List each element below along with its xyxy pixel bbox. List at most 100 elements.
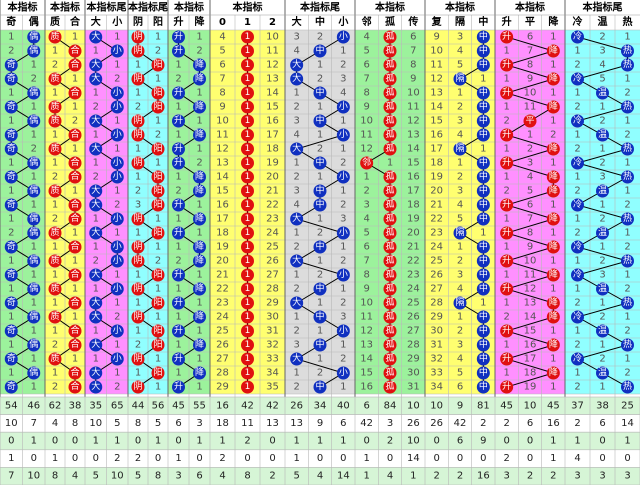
miss-count: 1 [196,88,202,99]
miss-count: 1 [8,116,14,127]
miss-count: 1 [363,172,369,183]
hit-ball [151,324,165,338]
hit-label: 小 [339,325,348,336]
miss-count: 3 [293,186,299,197]
hit-label: 孤 [385,142,394,154]
hit-label: 升 [502,31,511,42]
hit-label: 升 [174,353,183,364]
miss-count: 1 [340,46,346,57]
footer-stat: 45 [500,400,513,411]
footer-stat: 2 [269,471,275,482]
miss-count: 21 [407,242,420,253]
footer-stat: 14 [621,418,634,429]
footer-stat: 0 [196,453,202,464]
miss-count: 2 [624,88,630,99]
miss-count: 24 [216,312,229,323]
footer-stat: 4 [574,453,580,464]
miss-count: 2 [599,158,605,169]
hit-ball [27,310,41,324]
hit-label: 中 [479,338,488,350]
hit-label: 中 [315,338,324,350]
hit-label: 大 [292,142,301,154]
footer-stat: 1 [8,453,14,464]
hit-ball [241,30,254,44]
footer-stat: 38 [69,400,82,411]
hit-label: 孤 [385,254,394,266]
miss-count: 1 [175,60,181,71]
hit-ball [4,72,18,86]
hit-label: 升 [174,269,183,280]
miss-count: 1 [93,326,99,337]
hit-ball [241,72,254,86]
hit-ball [4,100,18,114]
hit-label: 奇 [7,170,16,182]
hit-ball [241,86,254,100]
hit-ball [383,366,397,380]
miss-count: 2 [175,186,181,197]
miss-count: 2 [503,116,509,127]
miss-count: 2 [293,172,299,183]
hit-label: 升 [502,381,511,392]
hit-label: 1 [245,326,251,336]
hit-ball [476,128,490,142]
footer-stat: 81 [477,400,490,411]
hit-label: 降 [549,310,558,322]
hit-label: 升 [174,115,183,126]
hit-ball [110,212,124,226]
hit-ball [131,352,145,366]
hit-ball [4,380,18,394]
hit-ball [290,254,304,268]
miss-count: 1 [31,60,37,71]
miss-count: 1 [114,340,120,351]
footer-stat: 2 [550,471,556,482]
hit-label: 降 [549,44,558,56]
footer-stat: 5 [155,418,161,429]
hit-ball [68,128,82,142]
hit-label: 小 [113,213,122,224]
hit-label: 1 [245,242,251,252]
miss-count: 2 [599,214,605,225]
hit-ball [68,156,82,170]
hit-label: 偶 [29,30,38,42]
hit-label: 中 [479,198,488,210]
miss-count: 1 [155,116,161,127]
hit-ball [571,156,584,170]
hit-ball [546,296,560,310]
hit-label: 降 [549,100,558,112]
footer-stat: 1 [340,436,346,447]
miss-count: 27 [430,284,443,295]
hit-ball [110,156,124,170]
miss-count: 31 [407,382,420,393]
miss-count: 1 [52,298,58,309]
miss-count: 11 [407,102,420,113]
miss-count: 1 [8,186,14,197]
footer-stat: 4 [52,418,58,429]
miss-count: 1 [72,74,78,85]
footer-stat: 56 [152,400,165,411]
miss-count: 1 [317,214,323,225]
miss-count: 1 [550,88,556,99]
hit-label: 中 [479,380,488,392]
hit-ball [151,366,165,380]
hit-ball [241,128,254,142]
hit-ball [27,212,41,226]
hit-ball [110,240,124,254]
miss-count: 4 [599,60,605,71]
miss-count: 3 [457,340,463,351]
miss-count: 20 [430,186,443,197]
hit-label: 孤 [385,380,394,392]
hit-ball [290,212,304,226]
miss-count: 1 [155,74,161,85]
hit-label: 小 [113,101,122,112]
miss-count: 1 [175,242,181,253]
miss-count: 1 [340,144,346,155]
miss-count: 1 [72,32,78,43]
miss-count: 4 [363,214,369,225]
column-header: 传 [407,15,418,28]
footer-stat: 0 [387,453,393,464]
miss-count: 1 [317,172,323,183]
hit-label: 中 [479,282,488,294]
miss-count: 8 [527,60,533,71]
hit-label: 小 [113,157,122,168]
